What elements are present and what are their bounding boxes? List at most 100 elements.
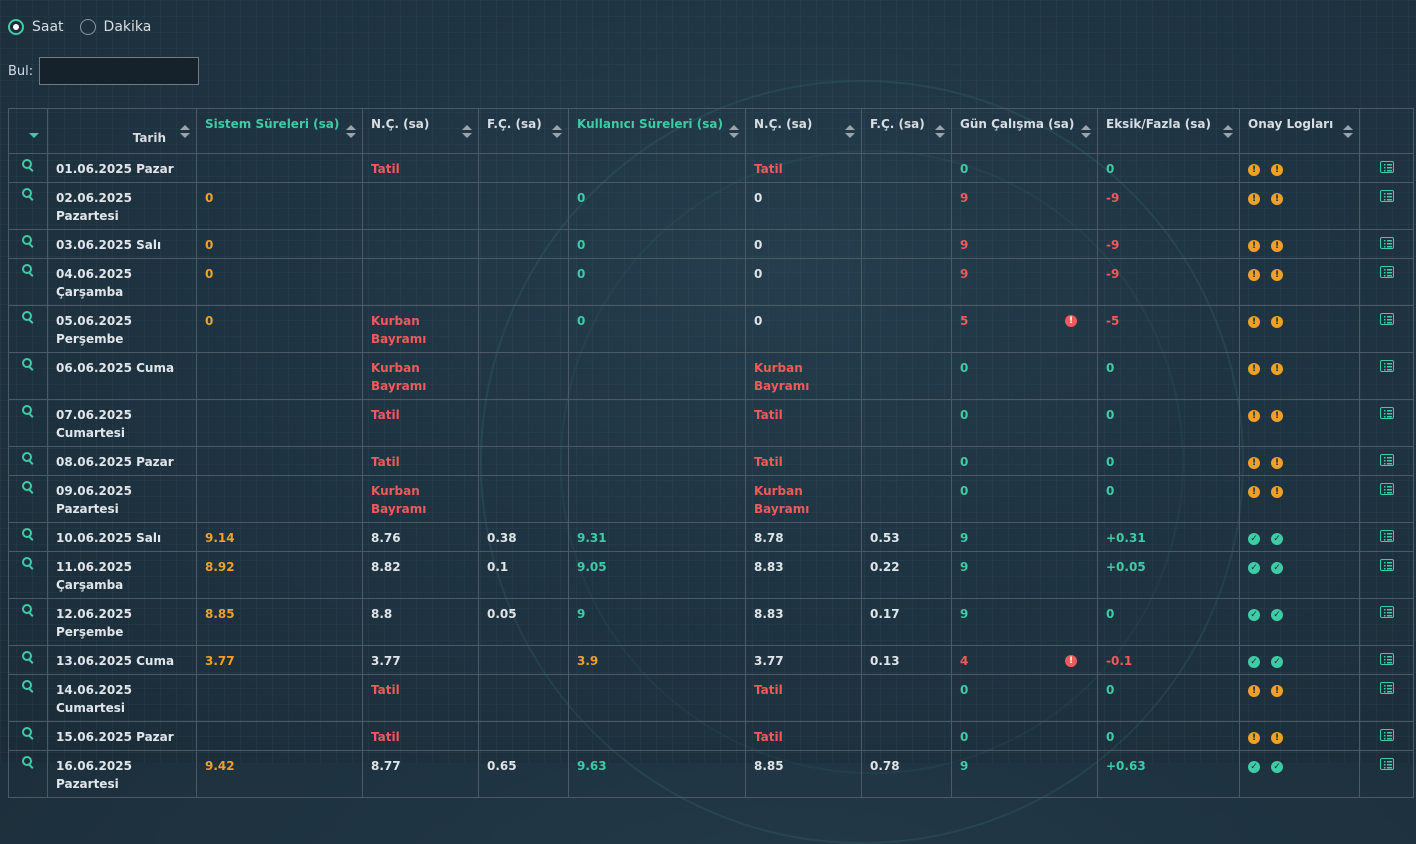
pending-warning-icon[interactable]: ! — [1271, 684, 1283, 697]
row-action-cell — [1359, 305, 1414, 353]
list-details-icon[interactable] — [1379, 190, 1394, 202]
date-cell: 10.06.2025 Salı — [47, 522, 197, 552]
pending-warning-icon[interactable]: ! — [1271, 192, 1283, 205]
search-icon[interactable] — [22, 452, 34, 464]
pending-warning-icon[interactable]: ! — [1248, 362, 1260, 375]
search-icon[interactable] — [22, 680, 34, 692]
sort-arrows-icon[interactable] — [462, 125, 472, 139]
column-header-nc2[interactable]: N.Ç. (sa) — [745, 108, 862, 154]
column-header-kullanici[interactable]: Kullanıcı Süreleri (sa) — [568, 108, 746, 154]
pending-warning-icon[interactable]: ! — [1248, 409, 1260, 422]
sort-arrows-icon[interactable] — [935, 125, 945, 139]
list-details-icon[interactable] — [1379, 161, 1394, 173]
approved-check-icon[interactable]: ✓ — [1248, 532, 1260, 545]
list-details-icon[interactable] — [1379, 530, 1394, 542]
search-icon[interactable] — [22, 235, 34, 247]
approved-check-icon[interactable]: ✓ — [1271, 655, 1283, 668]
pending-warning-icon[interactable]: ! — [1248, 192, 1260, 205]
list-details-icon[interactable] — [1379, 454, 1394, 466]
search-icon[interactable] — [22, 528, 34, 540]
column-header-expand[interactable] — [8, 108, 48, 154]
search-icon[interactable] — [22, 311, 34, 323]
pending-warning-icon[interactable]: ! — [1271, 239, 1283, 252]
approved-check-icon[interactable]: ✓ — [1271, 608, 1283, 621]
sort-arrows-icon[interactable] — [1343, 125, 1353, 139]
list-details-icon[interactable] — [1379, 682, 1394, 694]
pending-warning-icon[interactable]: ! — [1271, 268, 1283, 281]
list-details-icon[interactable] — [1379, 237, 1394, 249]
search-icon[interactable] — [22, 188, 34, 200]
column-header-nc1[interactable]: N.Ç. (sa) — [362, 108, 479, 154]
approved-check-icon[interactable]: ✓ — [1248, 608, 1260, 621]
timesheet-table: Tarih Sistem Süreleri (sa) N.Ç. (sa) F.Ç. (… — [8, 108, 1414, 798]
column-header-tarih[interactable]: Tarih — [47, 108, 197, 154]
sort-arrows-icon[interactable] — [1223, 125, 1233, 139]
sort-arrows-icon[interactable] — [346, 125, 356, 139]
radio-dakika[interactable]: Dakika — [79, 19, 151, 35]
approved-check-icon[interactable]: ✓ — [1248, 561, 1260, 574]
pending-warning-icon[interactable]: ! — [1271, 409, 1283, 422]
system-nc-cell: Tatil — [362, 721, 479, 751]
pending-warning-icon[interactable]: ! — [1271, 315, 1283, 328]
radio-saat[interactable]: Saat — [8, 19, 64, 35]
search-icon[interactable] — [22, 159, 34, 171]
search-icon[interactable] — [22, 358, 34, 370]
pending-warning-icon[interactable]: ! — [1271, 163, 1283, 176]
search-icon[interactable] — [22, 405, 34, 417]
sort-arrows-icon[interactable] — [845, 125, 855, 139]
list-details-icon[interactable] — [1379, 313, 1394, 325]
pending-warning-icon[interactable]: ! — [1248, 163, 1260, 176]
pending-warning-icon[interactable]: ! — [1271, 362, 1283, 375]
column-header-sistem[interactable]: Sistem Süreleri (sa) — [196, 108, 363, 154]
approved-check-icon[interactable]: ✓ — [1248, 760, 1260, 773]
search-icon[interactable] — [22, 557, 34, 569]
search-icon[interactable] — [22, 264, 34, 276]
column-header-onay[interactable]: Onay Logları — [1239, 108, 1360, 154]
sort-caret-icon[interactable] — [29, 133, 39, 138]
list-details-icon[interactable] — [1379, 483, 1394, 495]
pending-warning-icon[interactable]: ! — [1248, 485, 1260, 498]
search-icon[interactable] — [22, 651, 34, 663]
sort-arrows-icon[interactable] — [729, 125, 739, 139]
day-work-value: 9 — [960, 560, 969, 574]
column-header-fc1[interactable]: F.Ç. (sa) — [478, 108, 569, 154]
list-details-icon[interactable] — [1379, 729, 1394, 741]
approved-check-icon[interactable]: ✓ — [1271, 532, 1283, 545]
approved-check-icon[interactable]: ✓ — [1271, 561, 1283, 574]
pending-warning-icon[interactable]: ! — [1248, 684, 1260, 697]
list-details-icon[interactable] — [1379, 407, 1394, 419]
search-input[interactable] — [39, 57, 200, 85]
search-icon[interactable] — [22, 756, 34, 768]
list-details-icon[interactable] — [1379, 266, 1394, 278]
sort-arrows-icon[interactable] — [552, 125, 562, 139]
missing-extra-cell: 0 — [1097, 598, 1240, 646]
pending-warning-icon[interactable]: ! — [1248, 731, 1260, 744]
pending-warning-icon[interactable]: ! — [1271, 456, 1283, 469]
missing-extra-cell: +0.31 — [1097, 522, 1240, 552]
pending-warning-icon[interactable]: ! — [1248, 456, 1260, 469]
list-details-icon[interactable] — [1379, 559, 1394, 571]
pending-warning-icon[interactable]: ! — [1248, 315, 1260, 328]
list-details-icon[interactable] — [1379, 653, 1394, 665]
pending-warning-icon[interactable]: ! — [1248, 239, 1260, 252]
user-nc-cell: 8.78 — [745, 522, 862, 552]
list-details-icon[interactable] — [1379, 360, 1394, 372]
column-header-gun[interactable]: Gün Çalışma (sa) — [951, 108, 1098, 154]
pending-warning-icon[interactable]: ! — [1248, 268, 1260, 281]
user-fc-cell: 0.53 — [861, 522, 952, 552]
column-header-eksik[interactable]: Eksik/Fazla (sa) — [1097, 108, 1240, 154]
sort-arrows-icon[interactable] — [1081, 125, 1091, 139]
approved-check-icon[interactable]: ✓ — [1248, 655, 1260, 668]
approved-check-icon[interactable]: ✓ — [1271, 760, 1283, 773]
sort-arrows-icon[interactable] — [180, 125, 190, 139]
search-icon[interactable] — [22, 727, 34, 739]
column-header-fc2[interactable]: F.Ç. (sa) — [861, 108, 952, 154]
pending-warning-icon[interactable]: ! — [1271, 731, 1283, 744]
error-icon[interactable]: ! — [1065, 315, 1077, 327]
list-details-icon[interactable] — [1379, 606, 1394, 618]
search-icon[interactable] — [22, 481, 34, 493]
pending-warning-icon[interactable]: ! — [1271, 485, 1283, 498]
error-icon[interactable]: ! — [1065, 655, 1077, 667]
list-details-icon[interactable] — [1379, 758, 1394, 770]
search-icon[interactable] — [22, 604, 34, 616]
